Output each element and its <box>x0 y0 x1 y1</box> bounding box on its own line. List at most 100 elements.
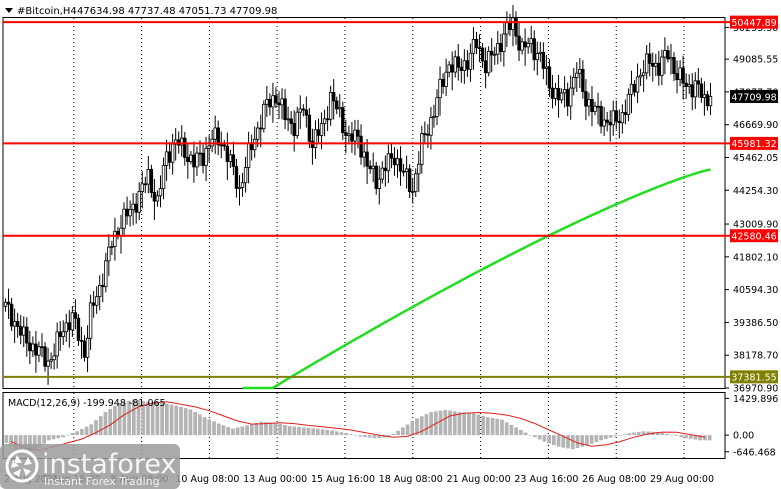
candle-bullish <box>338 107 342 110</box>
macd-bar <box>476 414 481 436</box>
candle-bullish <box>104 260 108 288</box>
macd-bar <box>9 435 13 447</box>
macd-bar <box>226 427 231 436</box>
candle-bearish <box>441 78 445 87</box>
candle-bearish <box>82 340 87 358</box>
candle-bearish <box>617 120 622 124</box>
candle-bullish <box>687 84 691 87</box>
macd-bar <box>103 412 108 436</box>
candle-bearish <box>605 119 609 123</box>
candle-bearish <box>231 154 236 167</box>
candle-bullish <box>88 302 93 339</box>
candle-bullish <box>256 127 260 140</box>
macd-bar <box>684 435 688 439</box>
candle-bullish <box>113 230 117 247</box>
level-tag-bg <box>730 15 778 29</box>
candle-bullish <box>629 83 634 95</box>
macd-bar <box>202 417 207 436</box>
candle-bullish <box>572 76 576 89</box>
candle-bullish <box>298 108 302 113</box>
macd-bar <box>207 419 212 436</box>
candle-bullish <box>526 43 530 48</box>
candle-bullish <box>61 331 65 337</box>
candle-bullish <box>155 195 160 202</box>
macd-bar <box>264 422 268 436</box>
candle-bearish <box>608 121 612 126</box>
candle-bearish <box>359 135 363 158</box>
macd-bar <box>23 435 28 453</box>
candle-bullish <box>137 191 141 213</box>
candle-bearish <box>192 154 196 168</box>
macd-bar <box>4 435 9 443</box>
candle-bullish <box>569 87 573 107</box>
macd-bar <box>358 435 363 437</box>
y-tick-label: 36970.90 <box>733 384 778 395</box>
candle-bullish <box>228 154 233 162</box>
macd-bar <box>122 401 127 436</box>
x-tick-label: 18 Aug 08:00 <box>379 474 443 485</box>
candle-bearish <box>76 317 81 341</box>
macd-bar <box>542 435 547 442</box>
candle-bullish <box>170 143 175 163</box>
y-tick-label: 43009.90 <box>733 220 778 231</box>
macd-bar <box>613 435 618 437</box>
candle-bearish <box>648 53 652 64</box>
candle-bearish <box>651 63 655 67</box>
candle-bullish <box>243 167 248 184</box>
candle-bearish <box>374 165 378 189</box>
candle-bearish <box>696 80 701 85</box>
macd-bar <box>429 412 434 436</box>
candle-bullish <box>511 17 515 30</box>
candle-bullish <box>432 116 436 119</box>
macd-bar <box>443 409 448 436</box>
candle-bearish <box>125 208 129 217</box>
macd-bar <box>570 435 575 450</box>
macd-bar <box>268 422 273 436</box>
candle-bearish <box>292 123 296 136</box>
candle-bullish <box>386 153 391 172</box>
dropdown-triangle-icon[interactable] <box>5 8 13 13</box>
candle-bearish <box>565 89 570 107</box>
candle-bearish <box>219 144 223 147</box>
candle-bearish <box>599 106 603 127</box>
candle-bearish <box>657 62 661 76</box>
candle-bearish <box>201 152 205 166</box>
level-tag-text: 37381.55 <box>731 373 776 384</box>
candle-bearish <box>407 168 412 192</box>
candle-bullish <box>313 129 318 148</box>
macd-bar <box>155 402 160 436</box>
candle-bearish <box>143 183 147 186</box>
candle-bullish <box>602 119 606 127</box>
candle-bearish <box>19 326 23 336</box>
candle-bearish <box>690 84 694 98</box>
candle-bullish <box>535 53 539 61</box>
candle-bullish <box>85 337 90 358</box>
macd-bar <box>707 435 712 441</box>
macd-bar <box>278 423 282 436</box>
candle-bullish <box>380 167 385 180</box>
macd-tick-label: 1429.896 <box>733 394 778 405</box>
macd-bar <box>372 435 377 439</box>
candle-bearish <box>584 91 588 107</box>
macd-bar <box>391 433 396 436</box>
candle-bearish <box>681 67 685 84</box>
macd-bar <box>344 433 349 436</box>
macd-bar <box>188 409 193 436</box>
macd-bar <box>301 427 306 436</box>
candle-bearish <box>517 35 521 51</box>
macd-bar <box>448 410 452 436</box>
candle-bearish <box>304 109 309 116</box>
macd-bar <box>585 435 589 446</box>
macd-bar <box>249 424 254 436</box>
macd-bar <box>419 416 424 436</box>
candle-bearish <box>523 41 527 48</box>
macd-bar <box>273 422 278 436</box>
y-tick-label: 39386.50 <box>733 318 778 329</box>
candle-bearish <box>186 157 190 162</box>
candle-bullish <box>128 209 132 217</box>
macd-bar <box>32 435 37 451</box>
candle-bullish <box>131 203 135 210</box>
candle-bearish <box>25 326 29 344</box>
x-tick-label: 10 Aug 08:00 <box>175 474 239 485</box>
macd-bar <box>641 431 646 436</box>
